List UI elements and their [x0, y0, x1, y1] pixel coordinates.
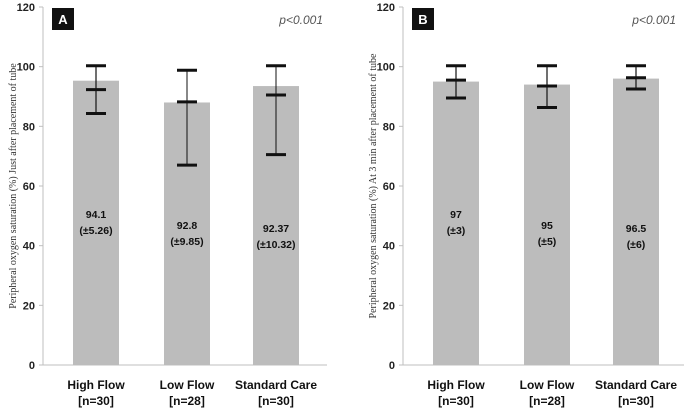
- y-axis-label: Peripheral oxygen saturation (%) At 3 mi…: [368, 53, 379, 318]
- p-value: p<0.001: [278, 13, 323, 27]
- x-category-n-label: [n=28]: [169, 394, 205, 408]
- y-tick-label: 60: [23, 181, 35, 193]
- chart-panel-a: 0 20 40 60 80 100 120 Peripheral oxygen saturat…: [8, 2, 327, 408]
- y-tick-label: 120: [17, 2, 35, 14]
- bar-sd-label: (±9.85): [170, 236, 203, 248]
- x-category-label: Standard Care: [595, 378, 677, 392]
- x-category-label: High Flow: [67, 378, 125, 392]
- x-category-label: High Flow: [427, 378, 485, 392]
- bar: [433, 81, 479, 365]
- bar-value-label: 92.37: [263, 223, 289, 235]
- y-axis-label: Peripheral oxygen saturation (%) Just af…: [8, 63, 19, 309]
- bar-value-label: 97: [450, 209, 462, 221]
- bar-sd-label: (±6): [627, 239, 646, 251]
- chart-panel-b: 0 20 40 60 80 100 120 Peripheral oxygen saturat…: [368, 2, 684, 408]
- x-category-n-label: [n=30]: [438, 394, 474, 408]
- y-tick-label: 100: [17, 62, 35, 74]
- panel-letter: A: [58, 12, 68, 27]
- y-tick-label: 20: [23, 300, 35, 312]
- x-category-n-label: [n=28]: [529, 394, 565, 408]
- y-tick-label: 80: [23, 121, 35, 133]
- panel-badge: [52, 8, 74, 30]
- bar-sd-label: (±5): [538, 236, 557, 248]
- bar-value-label: 95: [541, 220, 553, 232]
- y-tick-label: 40: [383, 241, 395, 253]
- x-category-n-label: [n=30]: [78, 394, 114, 408]
- x-category-label: Low Flow: [160, 378, 215, 392]
- y-tick-label: 60: [383, 181, 395, 193]
- bar: [524, 84, 570, 366]
- bar-value-label: 92.8: [177, 220, 198, 232]
- bar-sd-label: (±5.26): [79, 225, 112, 237]
- x-category-label: Low Flow: [520, 378, 575, 392]
- bar-sd-label: (±10.32): [256, 239, 295, 251]
- y-tick-label: 0: [389, 360, 395, 372]
- y-tick-label: 120: [377, 2, 395, 14]
- y-tick-label: 40: [23, 241, 35, 253]
- p-value: p<0.001: [631, 13, 676, 27]
- y-tick-label: 100: [377, 62, 395, 74]
- panel-badge: [412, 8, 434, 30]
- y-tick-label: 0: [29, 360, 35, 372]
- y-tick-label: 20: [383, 300, 395, 312]
- x-category-label: Standard Care: [235, 378, 317, 392]
- bar-sd-label: (±3): [447, 225, 466, 237]
- bar-value-label: 94.1: [86, 209, 107, 221]
- y-tick-label: 80: [383, 121, 395, 133]
- bar: [73, 80, 119, 366]
- bar: [613, 78, 659, 365]
- panel-letter: B: [418, 12, 427, 27]
- x-category-n-label: [n=30]: [258, 394, 294, 408]
- x-category-n-label: [n=30]: [618, 394, 654, 408]
- bar-value-label: 96.5: [626, 223, 647, 235]
